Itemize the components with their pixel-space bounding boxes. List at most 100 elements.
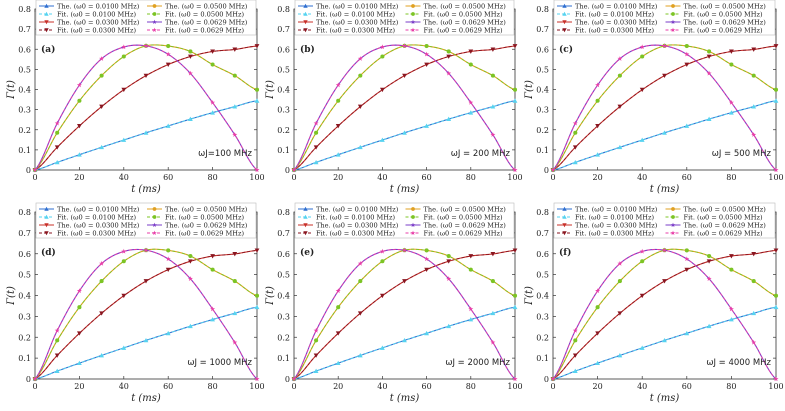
series-0 [291,304,518,381]
fit-point [572,327,578,333]
x-tick-label: 80 [466,173,476,182]
y-tick-label: 0 [26,375,31,384]
fit-point [617,104,623,110]
omega-label: ωJ = 1000 MHz [187,358,252,368]
fit-point [572,353,578,358]
omega-label: ωJ = 4000 MHz [706,358,771,368]
fit-point [490,339,496,345]
fit-point [468,254,474,259]
fit-point [77,124,82,129]
legend-swatch-marker [562,231,567,236]
legend-swatch-marker [44,206,49,211]
fit-point [512,87,518,92]
legend-label: Fit. (ω0 = 0.0629 MHz) [684,229,764,237]
fit-point [751,252,757,257]
fit-point [232,310,238,316]
fit-point [402,130,407,135]
legend-label: Fit. (ω0 = 0.0500 MHz) [424,213,504,221]
legend-label: Fit. (ω0 = 0.0300 MHz) [57,26,137,34]
fit-point [446,254,451,259]
y-tick-label: 0 [285,166,290,175]
fit-point [751,104,757,109]
legend-label: Fit. (ω0 = 0.0500 MHz) [424,10,504,18]
fit-point [468,317,474,322]
y-tick-label: 0.2 [277,333,290,342]
legend-label: The. (ω0 = 0.0100 MHz) [316,2,399,10]
fit-point [424,330,429,336]
fit-point [729,110,734,115]
fit-point [468,267,473,272]
fit-point [684,62,690,67]
legend-swatch-marker [411,4,415,8]
legend-swatch-marker [562,20,567,25]
y-tick-label: 0.5 [277,271,290,280]
x-axis-label: t (ms) [390,184,420,195]
x-axis-label: t (ms) [131,393,161,404]
fit-point [357,56,363,61]
fit-point [358,73,363,78]
y-tick-label: 0.1 [277,354,290,363]
legend-label: Fit. (ω0 = 0.0629 MHz) [424,26,504,34]
legend-label: The. (ω0 = 0.0300 MHz) [316,221,399,229]
fit-point [424,123,429,128]
fit-point [165,123,171,128]
legend-swatch-marker [670,19,676,24]
x-tick-label: 40 [377,173,387,182]
fit-point [313,145,319,150]
fit-point [54,327,60,333]
theory-line [552,100,777,171]
x-tick-label: 40 [637,173,647,182]
omega-label: ωJ = 200 MHz [451,149,511,159]
fit-point [446,276,452,281]
x-tick-label: 40 [637,382,647,391]
legend-swatch-marker [152,27,157,32]
fit-point [595,152,600,157]
x-tick-label: 80 [208,382,218,391]
fit-point [357,260,363,266]
legend-label: Fit. (ω0 = 0.0629 MHz) [684,26,764,34]
fit-point [424,256,430,262]
x-tick-label: 80 [726,382,736,391]
legend-label: The. (ω0 = 0.0500 MHz) [424,205,507,213]
y-tick-label: 0.7 [536,25,549,34]
fit-point [210,317,215,322]
legend-box [553,202,776,239]
fit-point [76,288,82,294]
fit-point [706,323,712,329]
fit-point [662,73,667,79]
legend-label: Fit. (ω0 = 0.0100 MHz) [57,213,137,221]
fit-point [254,87,260,92]
legend-label: Fit. (ω0 = 0.0100 MHz) [575,213,655,221]
y-tick-label: 0.2 [536,333,549,342]
legend-swatch-marker [671,215,675,219]
legend-label: The. (ω0 = 0.0500 MHz) [165,205,248,213]
y-tick-label: 0.5 [18,271,31,280]
legend-swatch-marker [562,206,567,211]
legend-label: Fit. (ω0 = 0.0500 MHz) [684,10,764,18]
legend-swatch-marker [410,230,416,235]
legend-swatch-marker [562,223,567,228]
legend-label: The. (ω0 = 0.0629 MHz) [165,221,248,229]
y-tick-label: 0.8 [18,208,31,217]
fit-point [232,252,238,257]
legend-label: The. (ω0 = 0.0100 MHz) [316,205,399,213]
fit-point [573,338,578,343]
y-tick-label: 0.5 [277,65,290,74]
legend-box [294,0,515,36]
fit-point [595,288,601,294]
legend-label: The. (ω0 = 0.0629 MHz) [684,221,767,229]
fit-point [32,167,38,173]
legend-swatch-marker [152,222,157,227]
fit-point [751,339,757,345]
fit-point [77,360,82,366]
fit-point [424,43,429,49]
legend-swatch-marker [411,12,415,16]
x-tick-label: 100 [507,173,522,182]
legend-swatch-marker [303,20,308,25]
x-tick-label: 80 [208,173,218,182]
fit-point [188,49,193,54]
fit-point [572,145,578,150]
legend-swatch-marker [152,215,157,219]
legend-label: The. (ω0 = 0.0100 MHz) [57,2,140,10]
fit-point [314,338,319,343]
